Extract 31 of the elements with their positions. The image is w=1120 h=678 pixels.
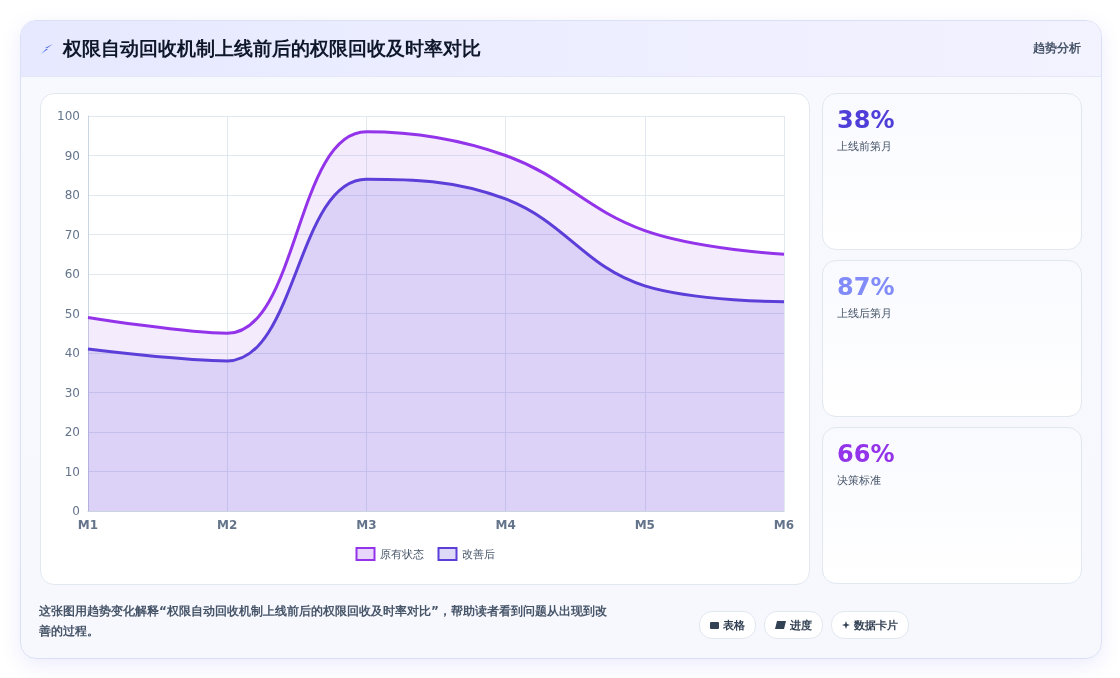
y-tick-label: 10 bbox=[64, 464, 80, 479]
text: 66% bbox=[837, 440, 895, 468]
text: 决策标准 bbox=[837, 473, 881, 488]
text: 上线前第月 bbox=[837, 139, 892, 154]
text: 进度 bbox=[790, 617, 812, 633]
text: 38% bbox=[837, 106, 895, 134]
text: 数据卡片 bbox=[854, 617, 898, 633]
y-tick-label: 20 bbox=[64, 425, 80, 439]
text: 趋势分析 bbox=[1033, 40, 1081, 57]
y-tick-label: 60 bbox=[64, 267, 80, 281]
legend-label: 原有状态 bbox=[379, 547, 424, 561]
y-tick-label: 40 bbox=[64, 346, 80, 360]
x-tick-label: M1 bbox=[77, 518, 99, 532]
text: 表格 bbox=[723, 617, 745, 633]
text: 87% bbox=[837, 273, 895, 301]
y-tick-label: 90 bbox=[64, 148, 80, 163]
x-tick-label: M2 bbox=[217, 518, 238, 532]
text: 这张图用趋势变化解释“权限自动回收机制上线前后的权限回收及时率对比”，帮助读者看到问题从出现到改善的过程。 bbox=[39, 603, 608, 640]
y-tick-label: 80 bbox=[64, 188, 80, 202]
x-tick-label: M4 bbox=[495, 518, 516, 532]
y-tick-label: 70 bbox=[64, 227, 80, 242]
chart-title: 权限自动回收机制上线前后的权限回收及时率对比 bbox=[63, 35, 481, 61]
y-tick-label: 0 bbox=[72, 504, 80, 518]
text: 上线后第月 bbox=[837, 306, 892, 321]
legend-label: 改善后 bbox=[461, 547, 495, 561]
x-tick-label: M6 bbox=[773, 518, 795, 532]
y-tick-label: 30 bbox=[64, 385, 80, 400]
y-tick-label: 50 bbox=[64, 306, 80, 321]
x-tick-label: M3 bbox=[356, 518, 377, 532]
x-tick-label: M5 bbox=[634, 518, 655, 532]
y-tick-label: 100 bbox=[57, 109, 80, 123]
